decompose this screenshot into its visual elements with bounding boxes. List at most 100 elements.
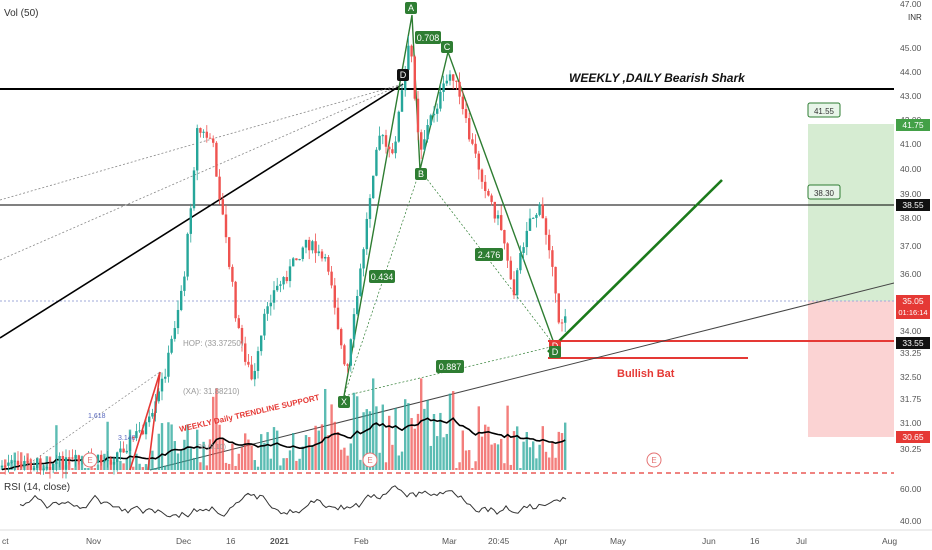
candle-body	[516, 270, 519, 296]
volume-bar	[471, 468, 474, 470]
volume-bar	[87, 468, 90, 470]
candle-body	[420, 132, 423, 150]
time-axis[interactable]	[0, 530, 932, 550]
candle-body	[244, 343, 247, 362]
candle-body	[340, 329, 343, 346]
volume-bar	[535, 458, 538, 470]
badge-3355: 33.55	[896, 337, 930, 349]
time-label: Feb	[354, 536, 369, 546]
volume-bar	[212, 396, 215, 470]
svg-text:01:16:14: 01:16:14	[898, 308, 927, 317]
candle-body	[100, 454, 103, 462]
volume-bar	[439, 412, 442, 470]
candle-body	[554, 266, 557, 294]
volume-bar	[352, 392, 356, 470]
svg-text:E: E	[651, 456, 656, 465]
volume-bar	[365, 409, 368, 470]
svg-text:A: A	[408, 3, 414, 13]
volume-bar	[397, 455, 400, 470]
volume-bar	[464, 450, 468, 470]
candle-body	[564, 316, 567, 323]
candle-body	[388, 146, 391, 150]
volume-bar	[500, 438, 503, 470]
candle-body	[352, 314, 356, 340]
candle-body	[432, 113, 436, 116]
volume-bar	[445, 433, 448, 470]
volume-bar	[138, 463, 141, 470]
candle-body	[7, 462, 10, 466]
candle-body	[215, 142, 218, 177]
candle-body	[448, 74, 452, 81]
volume-bar	[378, 452, 381, 470]
time-label: Mar	[442, 536, 457, 546]
event-marker-3[interactable]: E	[646, 452, 662, 468]
candle-body	[231, 266, 234, 282]
rsi-tick: 40.00	[900, 516, 922, 526]
candle-body	[474, 143, 477, 154]
candle-body	[13, 460, 16, 462]
candle-body	[189, 208, 192, 234]
candle-body	[375, 149, 378, 176]
candle-body	[394, 141, 397, 154]
time-label: 20:45	[488, 536, 510, 546]
candle-body	[512, 279, 516, 296]
candle-body	[442, 83, 445, 92]
candle-body	[336, 307, 340, 330]
ratio-0708: 0.708	[415, 31, 441, 44]
candle-body	[413, 56, 416, 99]
volume-bar	[359, 459, 362, 470]
candle-body	[490, 195, 493, 202]
target-label-4155: 41.55	[807, 102, 841, 118]
volume-bar	[538, 444, 541, 470]
candle-body	[116, 452, 119, 462]
volume-bar	[119, 460, 122, 470]
candle-body	[71, 457, 74, 459]
svg-text:30.65: 30.65	[902, 432, 924, 442]
fib-3140: 3.140	[118, 435, 136, 442]
candle-body	[391, 149, 394, 154]
candle-body	[378, 135, 381, 150]
price-tick: 44.00	[900, 67, 922, 77]
candle-body	[228, 237, 231, 267]
time-label: Apr	[554, 536, 567, 546]
candle-body	[362, 249, 365, 269]
candle-body	[468, 118, 471, 140]
candle-body	[333, 285, 336, 308]
volume-bar	[346, 455, 349, 470]
volume-bar	[298, 458, 301, 470]
volume-bar	[202, 441, 205, 470]
svg-text:41.55: 41.55	[814, 107, 835, 116]
volume-bar	[240, 447, 244, 470]
candle-body	[410, 45, 413, 57]
volume-bar	[522, 441, 525, 470]
point-d-top: D	[397, 69, 409, 81]
volume-bar	[528, 447, 532, 470]
badge-3505: 35.05 01:16:14	[896, 295, 930, 319]
volume-bar	[250, 445, 253, 470]
candle-body	[160, 378, 164, 392]
volume-bar	[77, 461, 80, 470]
shark-label: WEEKLY ,DAILY Bearish Shark	[569, 71, 746, 85]
volume-bar	[170, 424, 173, 470]
svg-text:0.708: 0.708	[417, 33, 440, 43]
volume-bar	[554, 457, 557, 470]
candle-body	[426, 125, 429, 140]
candle-body	[551, 250, 554, 267]
candle-body	[128, 436, 132, 451]
volume-bar	[122, 463, 125, 470]
event-marker-1[interactable]: E	[82, 452, 98, 468]
candle-body	[247, 361, 250, 365]
event-marker-2[interactable]: E	[362, 452, 378, 468]
volume-bar	[228, 463, 231, 470]
candle-body	[80, 459, 84, 462]
candle-body	[311, 241, 314, 251]
volume-bar	[356, 396, 359, 470]
vol-indicator-label: Vol (50)	[4, 8, 38, 19]
candle-body	[250, 364, 253, 380]
candle-body	[503, 230, 506, 244]
point-x: X	[338, 396, 350, 408]
trendline-label: WEEKLY Daily TRENDLINE SUPPORT	[178, 393, 320, 434]
time-label: 2021	[270, 536, 289, 546]
svg-text:D: D	[400, 70, 407, 80]
